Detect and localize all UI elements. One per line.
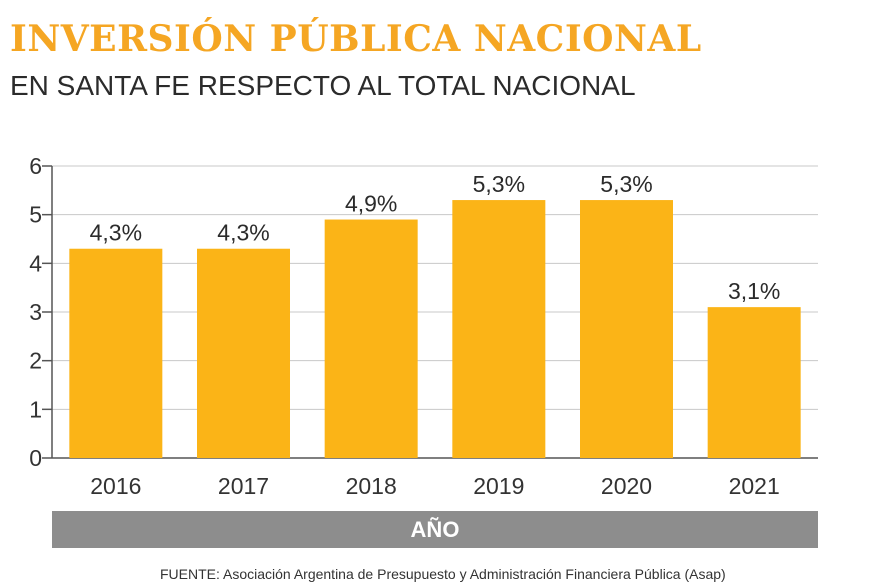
- y-tick-label: 1: [29, 396, 42, 422]
- x-tick-label: 2021: [729, 473, 780, 499]
- bar: [452, 200, 546, 459]
- bar: [197, 248, 290, 458]
- data-label: 5,3%: [600, 171, 652, 197]
- y-tick-label: 4: [29, 250, 42, 276]
- y-tick-label: 3: [29, 299, 42, 325]
- chart-subtitle: EN SANTA FE RESPECTO AL TOTAL NACIONAL: [10, 70, 636, 101]
- data-label: 5,3%: [473, 171, 525, 197]
- data-label: 4,9%: [345, 191, 397, 217]
- y-tick-label: 0: [29, 445, 42, 471]
- data-label: 3,1%: [728, 278, 780, 304]
- x-axis-title: AÑO: [52, 511, 818, 548]
- x-tick-label: 2017: [218, 473, 269, 499]
- y-tick-label: 6: [29, 153, 42, 179]
- bar: [580, 200, 673, 459]
- bar: [69, 248, 163, 458]
- y-tick-label: 5: [29, 202, 42, 228]
- bar-chart: 0 1 2 3 4 5 6 4,3% 2016 4,3% 2017 4,9% 2018 5,3% 2019 5…: [29, 153, 818, 499]
- x-tick-label: 2019: [473, 473, 524, 499]
- x-tick-label: 2020: [601, 473, 652, 499]
- x-tick-label: 2018: [346, 473, 397, 499]
- x-tick-label: 2016: [90, 473, 141, 499]
- chart-title: INVERSIÓN PÚBLICA NACIONAL: [10, 18, 702, 60]
- source-note: FUENTE: Asociación Argentina de Presupue…: [160, 566, 726, 582]
- y-tick-label: 2: [29, 348, 42, 374]
- data-label: 4,3%: [217, 220, 269, 246]
- bar: [707, 307, 801, 458]
- data-label: 4,3%: [90, 220, 142, 246]
- bar: [324, 219, 418, 458]
